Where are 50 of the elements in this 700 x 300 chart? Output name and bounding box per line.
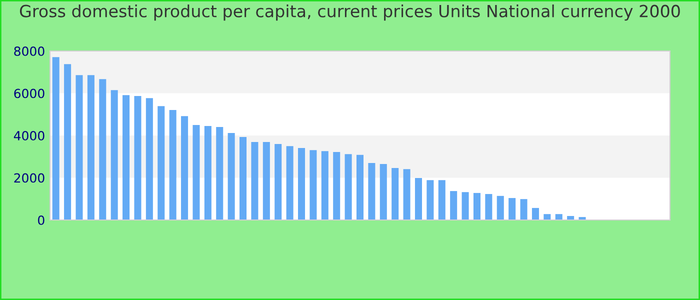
bar (414, 178, 422, 220)
bar (426, 180, 434, 220)
bar (462, 192, 469, 220)
y-tick-label: 2000 (14, 173, 44, 183)
bar (64, 64, 72, 220)
bar (76, 75, 83, 220)
bar (380, 164, 387, 220)
bar (485, 194, 492, 220)
bar (544, 214, 551, 220)
bar (240, 136, 247, 220)
bar (450, 191, 458, 220)
bar (169, 110, 176, 220)
bar (344, 154, 352, 220)
bar (262, 142, 270, 220)
bar (216, 127, 224, 220)
bar (298, 148, 306, 220)
bar (134, 96, 142, 220)
bar (321, 151, 328, 220)
bar (204, 126, 212, 220)
bar (473, 192, 480, 220)
y-tick-label: 4000 (14, 130, 44, 140)
bar (181, 116, 188, 220)
bar (192, 124, 200, 220)
y-tick-label: 8000 (14, 46, 44, 56)
bar (158, 106, 165, 220)
bar (438, 180, 446, 220)
bar (52, 57, 60, 220)
bar (310, 150, 317, 220)
y-tick-label: 0 (38, 215, 44, 225)
bar (520, 199, 528, 220)
bar (228, 132, 235, 220)
bar (146, 98, 153, 220)
bar (403, 169, 410, 220)
bar (251, 142, 258, 220)
bar (496, 196, 504, 220)
bar (122, 95, 130, 220)
bar (274, 144, 282, 220)
bar (333, 152, 340, 220)
bar (356, 154, 364, 220)
bar (286, 146, 294, 220)
bar (508, 198, 516, 220)
bar (99, 79, 106, 220)
chart-title: Gross domestic product per capita, current prices Units National currency 2000 (20, 4, 680, 21)
bar (532, 208, 539, 220)
bar (110, 90, 118, 220)
bar (87, 75, 94, 220)
bar (555, 214, 562, 220)
y-tick-label: 6000 (14, 88, 44, 98)
bar (368, 162, 376, 220)
bar (392, 168, 399, 220)
